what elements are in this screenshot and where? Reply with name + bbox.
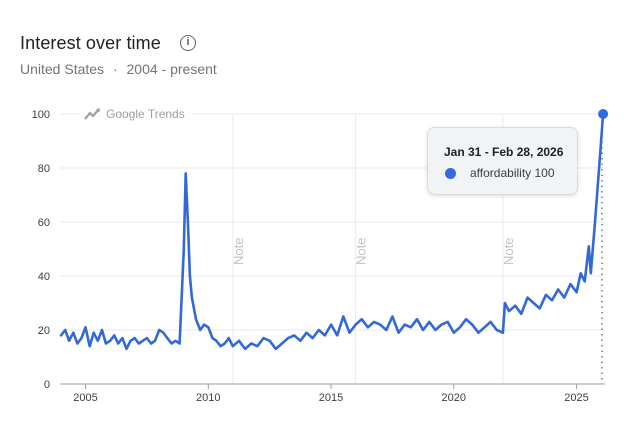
note-label[interactable]: Note (501, 238, 516, 265)
current-point-marker[interactable] (598, 109, 609, 119)
tooltip: Jan 31 - Feb 28, 2026 affordability 100 (427, 127, 578, 195)
series-line-affordability[interactable] (59, 112, 605, 351)
trending-up-icon (84, 108, 100, 120)
x-tick-label: 2025 (564, 392, 588, 404)
tooltip-value: affordability 100 (470, 166, 555, 180)
note-label[interactable]: Note (231, 238, 246, 265)
y-tick-label: 0 (44, 379, 50, 391)
axes: 0 20 40 60 80 100 2005 2010 2015 2020 2025 (32, 109, 605, 404)
x-tick-label: 2020 (442, 392, 466, 404)
watermark-label: Google Trends (106, 107, 185, 121)
x-tick-label: 2015 (319, 392, 343, 404)
tooltip-date: Jan 31 - Feb 28, 2026 (444, 145, 564, 159)
y-tick-label: 60 (38, 217, 50, 229)
series-color-dot (445, 168, 456, 179)
region-label: United States (20, 61, 105, 77)
separator: · (112, 61, 118, 77)
chart-title: Interest over time (20, 33, 161, 53)
y-tick-label: 80 (38, 163, 50, 175)
y-tick-label: 20 (38, 325, 50, 337)
y-tick-label: 100 (32, 109, 50, 121)
google-trends-watermark: Google Trends (80, 106, 192, 122)
x-tick-label: 2005 (73, 392, 97, 404)
note-label[interactable]: Note (354, 238, 369, 265)
chart-subtitle: United States · 2004 - present (20, 61, 217, 77)
x-tick-label: 2010 (196, 392, 220, 404)
period-label: 2004 - present (126, 61, 217, 77)
info-icon[interactable]: i (180, 35, 196, 51)
y-tick-label: 40 (38, 271, 50, 283)
